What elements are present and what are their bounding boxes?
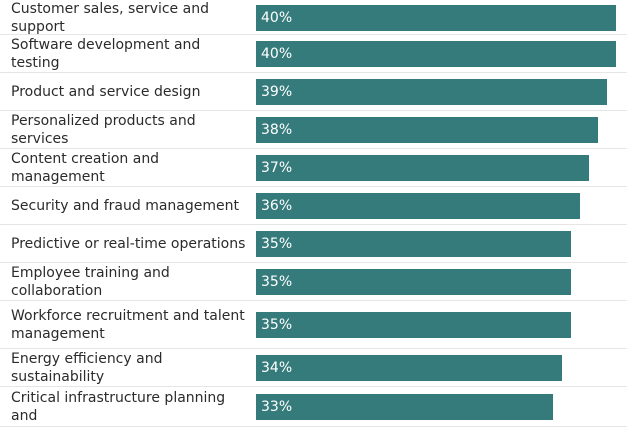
chart-row: Energy efficiency and sustainability 34% [0,349,627,387]
bar-value-label: 36% [261,198,293,214]
category-label: Workforce recruitment and talent managem… [11,308,245,342]
chart-row: Content creation and management 37% [0,149,627,187]
chart-row: Predictive or real-time operations 35% [0,225,627,263]
bar-value-label: 40% [261,10,293,26]
bar-value-label: 38% [261,122,293,138]
category-label: Software development and testing [11,37,201,71]
bar: 35% [256,269,571,295]
category-label: Personalized products and services [11,113,196,147]
bar: 40% [256,5,616,31]
bar: 36% [256,193,580,219]
bar: 38% [256,117,598,143]
bar-value-label: 34% [261,360,293,376]
bar: 37% [256,155,589,181]
bar: 35% [256,312,571,338]
category-label: Customer sales, service and support [11,1,209,35]
bar-value-label: 33% [261,399,293,415]
bar-value-label: 40% [261,46,293,62]
chart-row: Customer sales, service and support 40% [0,0,627,35]
chart-row: Personalized products and services 38% [0,111,627,149]
bar: 33% [256,394,553,420]
chart-row: Product and service design 39% [0,73,627,111]
bar-value-label: 35% [261,317,293,333]
category-label: Critical infrastructure planning and [11,390,226,424]
chart-row: Security and fraud management 36% [0,187,627,225]
chart-row: Software development and testing 40% [0,35,627,73]
category-label: Predictive or real-time operations [11,236,246,252]
bar: 40% [256,41,616,67]
bar: 34% [256,355,562,381]
category-label: Energy efficiency and sustainability [11,351,163,385]
bar: 39% [256,79,607,105]
bar-value-label: 35% [261,274,293,290]
category-label: Security and fraud management [11,198,239,214]
bar: 35% [256,231,571,257]
bar-value-label: 39% [261,84,293,100]
bar-value-label: 35% [261,236,293,252]
chart-row: Employee training and collaboration 35% [0,263,627,301]
chart-row: Critical infrastructure planning and 33% [0,387,627,427]
category-label: Employee training and collaboration [11,265,170,299]
category-label: Content creation and management [11,151,160,185]
bar-value-label: 37% [261,160,293,176]
category-label: Product and service design [11,84,201,100]
chart-row: Workforce recruitment and talent managem… [0,301,627,349]
